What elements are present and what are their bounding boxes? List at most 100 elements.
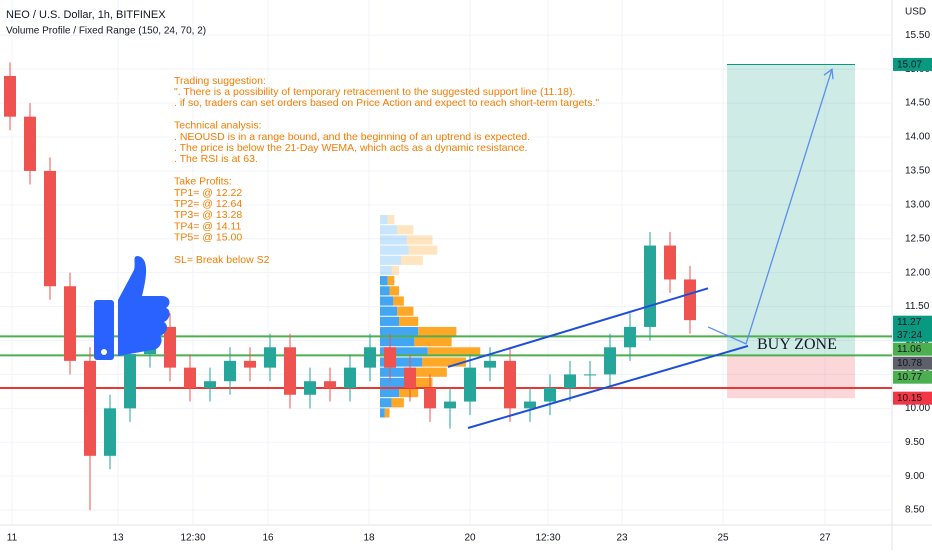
price-label-box (893, 315, 932, 342)
candle-body (264, 347, 276, 368)
candle-body (504, 360, 516, 409)
profile-up (380, 377, 407, 387)
profile-up (380, 255, 401, 265)
note-line: ". There is a possibility of temporary r… (174, 86, 575, 98)
profile-down (427, 347, 481, 357)
profile-up (380, 265, 392, 276)
profile-down (393, 296, 404, 306)
x-tick-label: 23 (616, 533, 628, 544)
note-line: . The price is below the 21-Day WEMA, wh… (174, 142, 527, 154)
note-line: Technical analysis: (174, 120, 262, 132)
candle-body (384, 347, 396, 368)
thumbs-up-icon (94, 256, 170, 360)
price-label: 10.15 (897, 393, 922, 404)
x-tick-label: 13 (112, 533, 124, 544)
profile-up (380, 398, 392, 408)
price-label: 10.78 (897, 358, 922, 369)
y-tick-label: 10.00 (905, 403, 930, 414)
note-line: TP5= @ 15.00 (174, 232, 242, 244)
profile-down (389, 286, 400, 296)
y-tick-label: 12.50 (905, 233, 930, 244)
candle-body (464, 367, 476, 402)
profile-up (380, 337, 415, 347)
candle-body (84, 360, 96, 456)
candle-body (524, 401, 536, 409)
y-tick-label: 8.50 (905, 505, 925, 516)
indicator-title: Volume Profile / Fixed Range (150, 24, 7… (6, 26, 206, 37)
profile-down (399, 387, 419, 398)
profile-up (380, 367, 413, 377)
price-label-box (893, 342, 932, 356)
x-tick-label: 25 (717, 533, 729, 544)
candle-body (24, 116, 36, 171)
candle-body (184, 367, 196, 388)
profile-down (412, 367, 447, 377)
candle-body (224, 360, 236, 382)
x-tick-label: 16 (262, 533, 274, 544)
candle-body (664, 245, 676, 280)
profile-up (380, 296, 394, 306)
y-tick-label: 14.00 (905, 132, 930, 143)
candle-body (244, 360, 256, 368)
x-tick-label: 12:30 (180, 533, 205, 544)
candle-body (4, 75, 16, 117)
profile-down (397, 306, 414, 316)
y-tick-label: 12.00 (905, 267, 930, 278)
profile-up (380, 347, 428, 357)
candle-body (104, 408, 116, 456)
note-line: Trading suggestion: (174, 75, 266, 87)
candle-body (544, 387, 556, 402)
profile-up (380, 408, 385, 418)
y-tick-label: 9.50 (905, 437, 925, 448)
profile-down (387, 215, 395, 225)
price-label-box (893, 370, 932, 384)
y-tick-label: 14.50 (905, 98, 930, 109)
candle-body (404, 367, 416, 388)
note-line: TP3= @ 13.28 (174, 209, 242, 221)
candle-body (684, 279, 696, 321)
candle-body (564, 374, 576, 388)
profile-down (391, 398, 404, 408)
note-line: TP4= @ 14.11 (174, 220, 242, 232)
price-label: 15.07 (897, 59, 922, 70)
note-line: . The RSI is at 63. (174, 153, 258, 165)
profile-down (401, 255, 423, 265)
trend-line (447, 287, 709, 368)
axis-unit: USD (905, 7, 926, 18)
candle-body (64, 286, 76, 361)
note-line: . NEOUSD is in a range bound, and the be… (174, 131, 530, 143)
note-line: Take Profits: (174, 176, 232, 188)
target-zone (727, 64, 855, 356)
stop-zone (727, 355, 855, 399)
zone-label: BUY ZONE (757, 336, 837, 353)
y-tick-label: 13.00 (905, 199, 930, 210)
profile-up (380, 326, 419, 337)
note-line: SL= Break below S2 (174, 254, 270, 266)
candle-body (124, 354, 136, 409)
x-tick-label: 18 (363, 533, 375, 544)
x-tick-label: 20 (464, 533, 476, 544)
arrow-head (823, 67, 834, 80)
profile-down (399, 316, 419, 326)
candle-body (364, 347, 376, 368)
candle-body (324, 381, 336, 388)
price-label: 11.06 (897, 344, 922, 355)
profile-up (380, 276, 388, 286)
y-tick-label: 11.50 (905, 301, 930, 312)
countdown: 37:24 (897, 330, 922, 341)
note-line: TP2= @ 12.64 (174, 198, 242, 210)
price-label-box (893, 356, 932, 370)
profile-down (422, 357, 466, 367)
price-label: 10.77 (897, 372, 922, 383)
profile-up (380, 387, 400, 398)
projection-arrow (707, 68, 833, 345)
profile-down (384, 408, 390, 418)
profile-down (406, 235, 433, 245)
candle-body (444, 401, 456, 409)
candle-body (604, 347, 616, 375)
candle-body (424, 387, 436, 409)
profile-up (380, 235, 407, 245)
candle-body (44, 170, 56, 287)
profile-up (380, 306, 398, 316)
